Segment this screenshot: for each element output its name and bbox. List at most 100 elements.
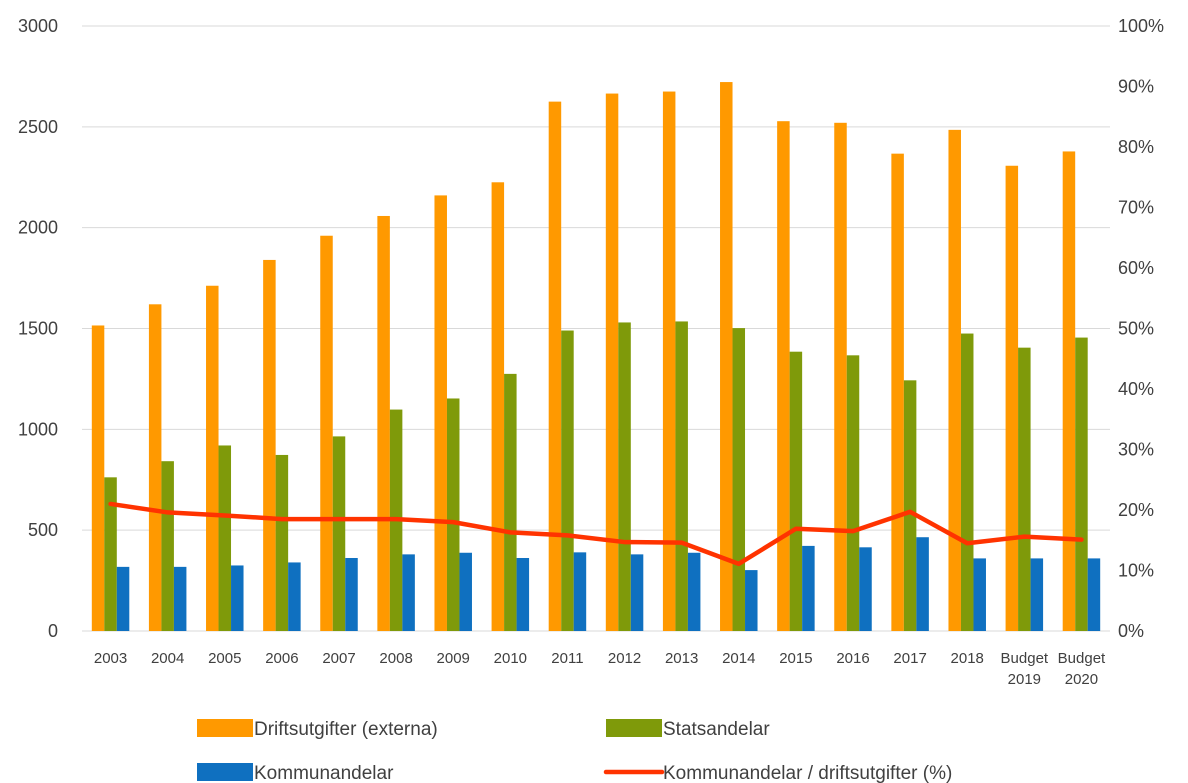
bar-statsandelar	[733, 328, 746, 631]
y-left-tick-label: 500	[28, 520, 58, 540]
bar-kommunandelar	[973, 558, 986, 631]
bar-statsandelar	[161, 461, 174, 631]
bar-driftsutgifter-externa	[206, 286, 219, 631]
bar-statsandelar	[1075, 338, 1088, 631]
bar-driftsutgifter-externa	[834, 123, 847, 631]
y-right-tick-label: 60%	[1118, 258, 1154, 278]
bar-driftsutgifter-externa	[777, 121, 790, 631]
x-category-label: Budget 2020	[1058, 650, 1106, 688]
bar-kommunandelar	[802, 546, 815, 631]
bar-driftsutgifter-externa	[663, 92, 676, 631]
bar-statsandelar	[847, 355, 860, 631]
bar-driftsutgifter-externa	[92, 325, 105, 631]
y-left-tick-label: 0	[48, 621, 58, 641]
bar-kommunandelar	[117, 567, 130, 631]
x-category-label: 2003	[94, 650, 127, 667]
x-category-label: 2007	[322, 650, 355, 667]
x-category-label: 2018	[951, 650, 984, 667]
bar-kommunandelar	[859, 547, 872, 631]
x-category-label: 2015	[779, 650, 812, 667]
bar-statsandelar	[333, 436, 346, 631]
bar-kommunandelar	[631, 554, 644, 631]
bar-statsandelar	[790, 352, 803, 631]
bar-statsandelar	[1018, 348, 1030, 631]
y-right-tick-label: 30%	[1118, 440, 1154, 460]
y-right-tick-label: 10%	[1118, 561, 1154, 581]
bar-driftsutgifter-externa	[320, 236, 333, 631]
bar-statsandelar	[561, 331, 574, 631]
bar-driftsutgifter-externa	[891, 154, 904, 631]
x-category-label: 2013	[665, 650, 698, 667]
bar-statsandelar	[675, 321, 688, 631]
y-right-tick-label: 40%	[1118, 379, 1154, 399]
bar-kommunandelar	[402, 554, 415, 631]
bar-kommunandelar	[574, 552, 587, 631]
bar-driftsutgifter-externa	[606, 94, 619, 631]
x-category-label: 2016	[836, 650, 869, 667]
y-right-tick-label: 50%	[1118, 319, 1154, 339]
bar-driftsutgifter-externa	[492, 182, 505, 631]
bar-driftsutgifter-externa	[377, 216, 390, 631]
x-category-label: 2005	[208, 650, 241, 667]
bar-statsandelar	[276, 455, 289, 631]
bar-driftsutgifter-externa	[263, 260, 276, 631]
bar-statsandelar	[447, 398, 460, 631]
bar-driftsutgifter-externa	[1063, 151, 1076, 631]
legend-label: Kommunandelar / driftsutgifter (%)	[663, 763, 952, 783]
x-category-label: Budget 2019	[1001, 650, 1049, 688]
left-axis: 0 500 1000 1500 2000 2500 3000	[18, 16, 58, 641]
legend: Driftsutgifter (externa) Statsandelar Komm…	[197, 719, 952, 783]
x-category-label: 2006	[265, 650, 298, 667]
y-right-tick-label: 70%	[1118, 198, 1154, 218]
y-left-tick-label: 2500	[18, 117, 58, 137]
bar-driftsutgifter-externa	[434, 195, 447, 631]
bar-kommunandelar	[459, 553, 472, 631]
bar-statsandelar	[904, 380, 917, 631]
y-left-tick-label: 2000	[18, 218, 58, 238]
bar-statsandelar	[219, 445, 232, 631]
bar-kommunandelar	[174, 567, 187, 631]
bar-driftsutgifter-externa	[948, 130, 961, 631]
x-category-label: 2010	[494, 650, 527, 667]
y-left-tick-label: 1500	[18, 319, 58, 339]
y-right-tick-label: 100%	[1118, 16, 1164, 36]
x-category-label: 2008	[379, 650, 412, 667]
bar-kommunandelar	[688, 553, 701, 631]
legend-label: Kommunandelar	[254, 763, 394, 783]
bar-driftsutgifter-externa	[1006, 166, 1019, 631]
bar-kommunandelar	[1088, 558, 1101, 631]
y-right-tick-label: 0%	[1118, 621, 1144, 641]
x-category-label: 2012	[608, 650, 641, 667]
y-right-tick-label: 80%	[1118, 137, 1154, 157]
bar-driftsutgifter-externa	[149, 304, 162, 631]
x-category-label: 2011	[551, 650, 583, 667]
legend-label: Driftsutgifter (externa)	[254, 719, 438, 740]
ratio-line-layer	[110, 504, 1081, 564]
bar-kommunandelar	[517, 558, 530, 631]
legend-label: Statsandelar	[663, 719, 770, 740]
bar-kommunandelar	[345, 558, 358, 631]
y-right-tick-label: 90%	[1118, 77, 1154, 97]
right-axis: 0% 10% 20% 30% 40% 50% 60% 70% 80% 90% 100%	[1118, 16, 1164, 641]
x-category-label: 2014	[722, 650, 755, 667]
bar-statsandelar	[104, 477, 117, 631]
bar-driftsutgifter-externa	[549, 102, 562, 631]
category-axis: 2003 2004 2005 2006 2007 2008 2009 2010 2011 2012…	[94, 650, 1106, 688]
ratio-line	[111, 504, 1082, 564]
bar-kommunandelar	[745, 570, 758, 631]
y-left-tick-label: 1000	[18, 419, 58, 439]
bar-statsandelar	[618, 322, 631, 631]
legend-swatch	[197, 763, 253, 781]
x-category-label: 2009	[437, 650, 470, 667]
bars	[92, 82, 1100, 631]
bar-kommunandelar	[916, 537, 929, 631]
x-category-label: 2004	[151, 650, 184, 667]
bar-statsandelar	[504, 374, 517, 631]
legend-swatch	[606, 719, 662, 737]
x-category-label: 2017	[893, 650, 926, 667]
bar-driftsutgifter-externa	[720, 82, 733, 631]
bar-kommunandelar	[288, 562, 301, 631]
bar-kommunandelar	[231, 565, 244, 631]
legend-swatch	[197, 719, 253, 737]
